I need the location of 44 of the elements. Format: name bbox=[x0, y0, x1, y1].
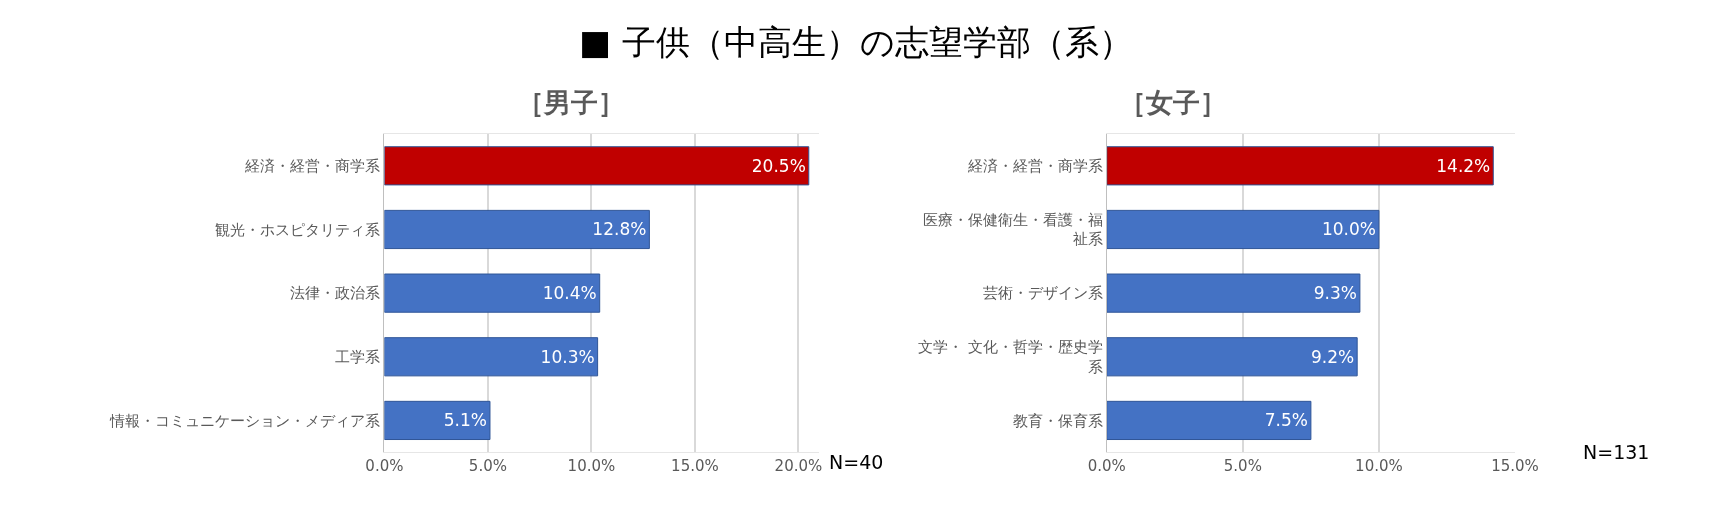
x-tick-label: 10.0% bbox=[1355, 457, 1403, 476]
chart-subtitle: ［男子］ bbox=[517, 87, 625, 118]
bar bbox=[1106, 209, 1380, 250]
x-tick-label: 5.0% bbox=[1223, 457, 1262, 476]
data-label: 7.5% bbox=[1264, 410, 1308, 431]
y-tick-label: 文学・ 文化・哲学・歴史学系 bbox=[917, 338, 1103, 376]
bar bbox=[1106, 400, 1312, 441]
data-label: 20.5% bbox=[751, 155, 806, 176]
data-label: 9.2% bbox=[1310, 346, 1355, 367]
x-tick-label: 0.0% bbox=[1087, 457, 1126, 476]
bar bbox=[1106, 337, 1358, 377]
data-label: 9.3% bbox=[1313, 283, 1357, 304]
data-label: 5.1% bbox=[443, 410, 487, 431]
bar bbox=[1106, 273, 1361, 313]
data-label: 14.2% bbox=[1436, 155, 1491, 176]
text: N=40 bbox=[829, 451, 884, 473]
y-tick-label: 観光・ホスピタリティ系 bbox=[215, 220, 381, 239]
y-tick-label: 法律・政治系 bbox=[290, 284, 381, 303]
data-label: 12.8% bbox=[592, 219, 647, 240]
bar bbox=[384, 400, 491, 441]
x-tick-label: 20.0% bbox=[774, 457, 823, 476]
y-tick-label: 教育・保育系 bbox=[1012, 411, 1103, 430]
x-tick-label: 10.0% bbox=[567, 457, 616, 476]
x-tick-label: 15.0% bbox=[671, 457, 719, 476]
x-tick-label: 5.0% bbox=[468, 457, 507, 476]
y-tick-label: 情報・コミュニケーション・メディア系 bbox=[109, 411, 381, 430]
data-label: 10.3% bbox=[540, 346, 595, 367]
bar bbox=[384, 209, 650, 250]
bar bbox=[1106, 146, 1494, 186]
y-tick-label: 医療・保健衛生・看護・福祉系 bbox=[922, 210, 1103, 249]
bar bbox=[384, 146, 810, 186]
text: N=131 bbox=[1583, 441, 1650, 463]
chart-title: ■ 子供（中高生）の志望学部（系） bbox=[579, 22, 1133, 62]
x-tick-label: 15.0% bbox=[1491, 457, 1539, 476]
y-tick-label: 芸術・デザイン系 bbox=[982, 284, 1103, 303]
bar bbox=[384, 273, 601, 313]
y-tick-label: 工学系 bbox=[335, 348, 381, 367]
bar bbox=[384, 337, 599, 377]
y-tick-label: 経済・経営・商学系 bbox=[966, 157, 1103, 176]
chart-subtitle: ［女子］ bbox=[1119, 87, 1227, 118]
data-label: 10.4% bbox=[542, 283, 597, 304]
data-label: 10.0% bbox=[1321, 219, 1376, 240]
x-tick-label: 0.0% bbox=[365, 457, 404, 476]
y-tick-label: 経済・経営・商学系 bbox=[244, 157, 381, 176]
